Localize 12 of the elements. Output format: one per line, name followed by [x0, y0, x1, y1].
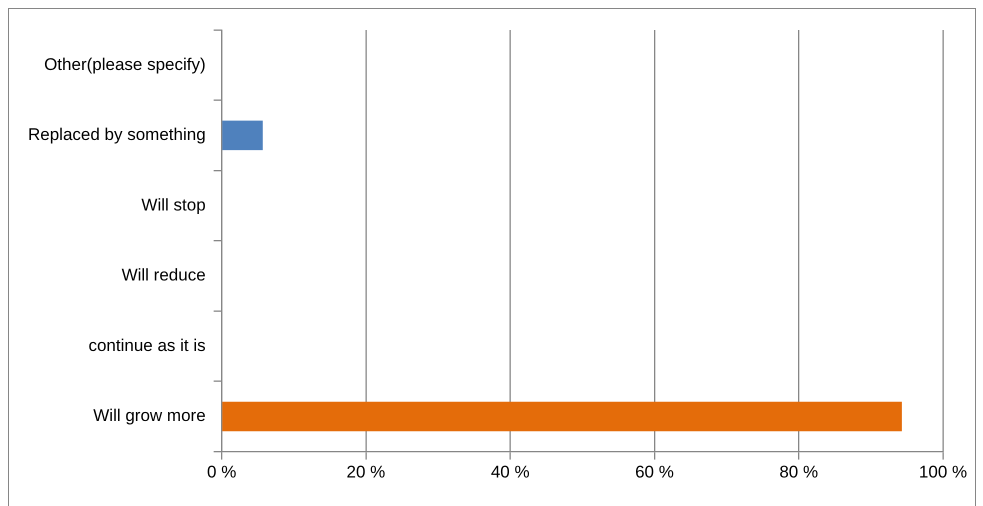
x-tick-label: 100 % [918, 462, 968, 482]
y-tick-label: Other(please specify) [44, 54, 206, 74]
y-tick-label: Will stop [141, 195, 206, 214]
y-tick-label: Replaced by something [28, 125, 206, 144]
x-tick-label: 60 % [635, 462, 674, 482]
y-tick-label: Will grow more [93, 406, 206, 426]
x-tick-label: 0 % [207, 462, 236, 482]
y-tick-label: Will reduce [122, 266, 206, 285]
x-tick-label: 20 % [346, 462, 386, 482]
x-tick-label: 80 % [779, 462, 818, 482]
y-tick-label: continue as it is [88, 336, 206, 355]
x-tick-label: 40 % [490, 462, 530, 482]
